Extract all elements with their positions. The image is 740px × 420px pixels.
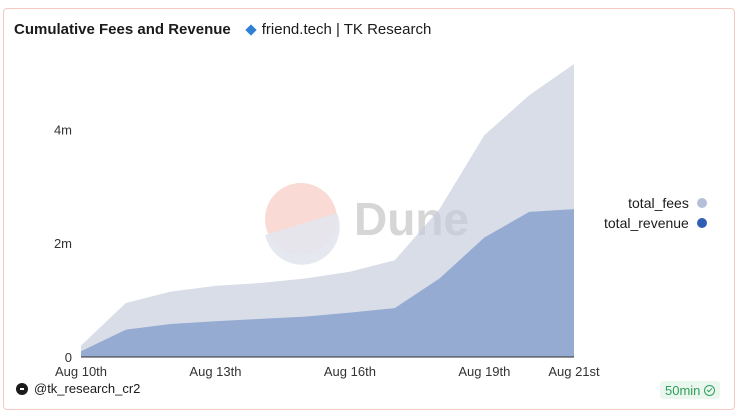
x-tick-label: Aug 21st	[548, 364, 600, 379]
y-tick-label: 4m	[54, 122, 72, 137]
legend-label-total-revenue: total_revenue	[604, 215, 689, 231]
chart-title: Cumulative Fees and Revenue	[14, 21, 231, 38]
legend-dot-total-revenue	[696, 218, 707, 228]
author-handle: @tk_research_cr2	[34, 381, 141, 396]
plot-area: 0 2m 4m Aug 10th Aug 13th Aug 16th Aug 19th Aug…	[54, 63, 600, 379]
chart-header: Cumulative Fees and Revenue friend.tech …	[14, 21, 431, 38]
x-tick-label: Aug 16th	[324, 364, 376, 379]
chart-legend: total_fees total_revenue	[604, 193, 707, 233]
legend-item-total-fees[interactable]: total_fees	[604, 193, 707, 213]
y-tick-label: 2m	[54, 236, 72, 251]
x-tick-label: Aug 13th	[189, 364, 241, 379]
x-tick-label: Aug 19th	[458, 364, 510, 379]
author-link[interactable]: @tk_research_cr2	[16, 381, 140, 396]
check-circle-icon	[704, 384, 716, 396]
project-label[interactable]: friend.tech | TK Research	[261, 21, 432, 38]
watermark-circle-slice	[265, 213, 340, 265]
avatar	[16, 382, 28, 395]
legend-dot-total-fees	[696, 198, 707, 208]
legend-label-total-fees: total_fees	[628, 195, 689, 211]
y-tick-label: 0	[65, 350, 72, 365]
refresh-time: 50min	[665, 382, 701, 398]
legend-item-total-revenue[interactable]: total_revenue	[604, 213, 707, 233]
series-area-total-revenue	[81, 209, 574, 357]
x-tick-label: Aug 10th	[55, 364, 107, 379]
chart-card: Cumulative Fees and Revenue friend.tech …	[3, 8, 735, 410]
refresh-badge[interactable]: 50min	[660, 381, 721, 399]
